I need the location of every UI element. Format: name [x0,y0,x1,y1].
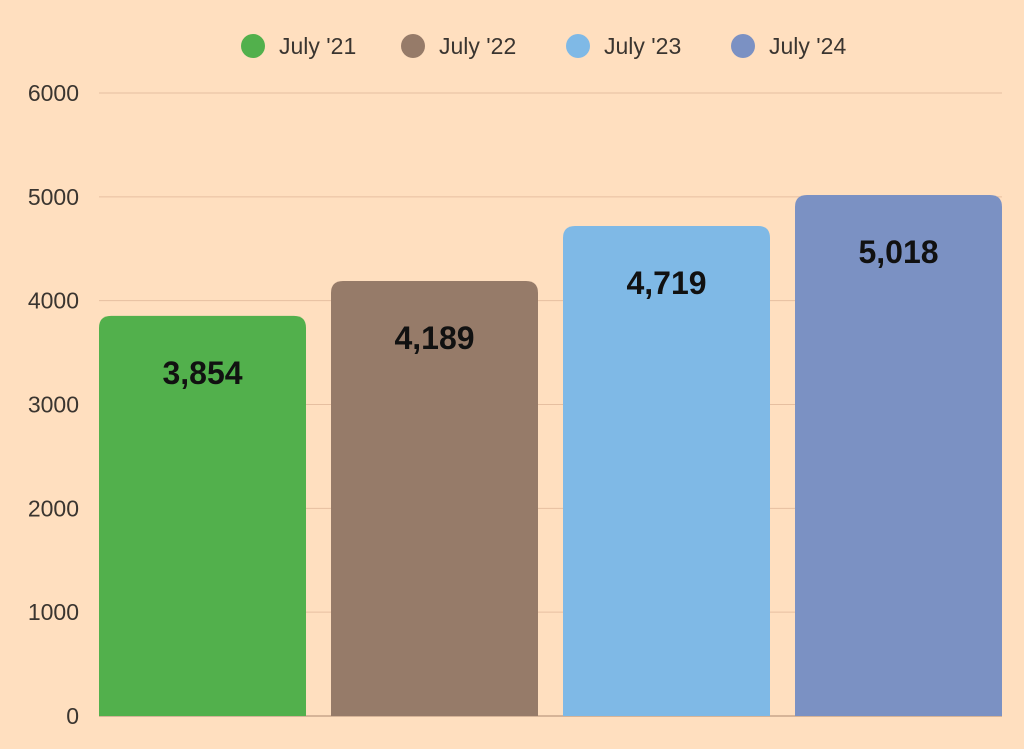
data-labels: 3,854 4,189 4,719 5,018 [162,234,938,391]
y-tick-label: 2000 [28,495,79,521]
legend-label: July '21 [279,33,356,59]
y-tick-label: 6000 [28,80,79,106]
y-tick-label: 4000 [28,288,79,314]
legend-marker [731,34,755,58]
legend-label: July '24 [769,33,846,59]
legend-marker [566,34,590,58]
legend-label: July '22 [439,33,516,59]
bar [563,226,770,716]
y-tick-label: 0 [66,703,79,729]
y-tick-label: 1000 [28,599,79,625]
legend-item: July '22 [401,33,516,59]
legend-item: July '23 [566,33,681,59]
bar-value-label: 5,018 [858,234,938,270]
bar-value-label: 4,719 [626,265,706,301]
legend-item: July '24 [731,33,846,59]
legend: July '21 July '22 July '23 July '24 [241,33,846,59]
bars [99,194,1002,716]
bar [795,194,1002,716]
legend-item: July '21 [241,33,356,59]
bar-value-label: 4,189 [394,320,474,356]
legend-marker [401,34,425,58]
legend-label: July '23 [604,33,681,59]
y-tick-label: 3000 [28,392,79,418]
bar [99,315,306,716]
bar-value-label: 3,854 [162,355,242,391]
y-tick-label: 5000 [28,184,79,210]
legend-marker [241,34,265,58]
bar [331,281,538,716]
